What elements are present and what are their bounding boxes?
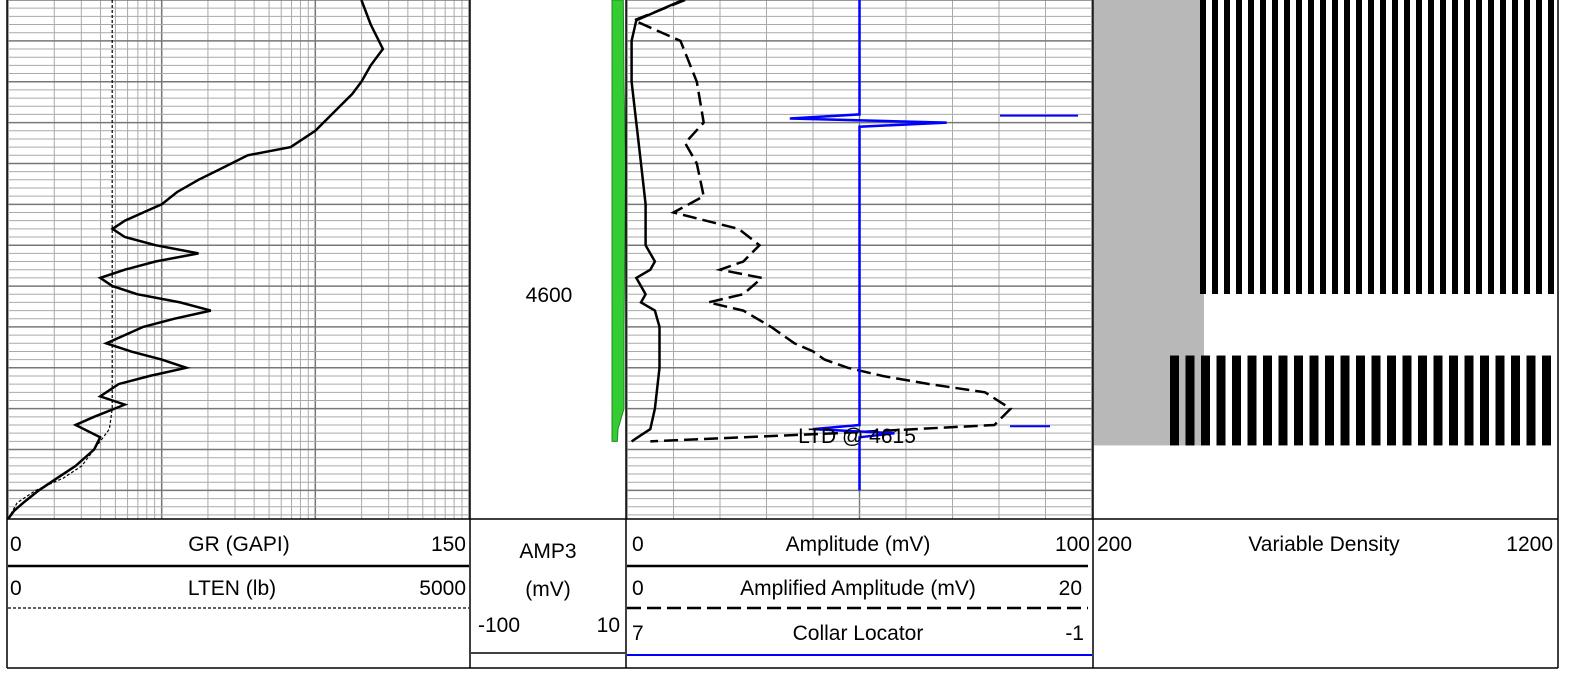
gr-curve [6, 0, 385, 520]
vdl-stripe [1212, 0, 1218, 294]
amplified-amplitude-min: 0 [632, 577, 644, 600]
vdl-stripe [1404, 0, 1410, 294]
vdl-stripe [1464, 0, 1470, 294]
gr-name: GR (GAPI) [188, 533, 290, 556]
vdl-stripe [1449, 355, 1458, 446]
collar-locator-curve [789, 0, 947, 491]
vdl-stripe [1402, 355, 1412, 446]
amplitude-name: Amplitude (mV) [786, 533, 931, 556]
vdl-stripe [1480, 355, 1489, 446]
vdl-stripe [1476, 0, 1482, 294]
vdl-stripe [1440, 0, 1446, 294]
lten-curve [7, 0, 113, 520]
amp3-max: 10 [597, 614, 620, 637]
vdl-stripe [1526, 355, 1536, 446]
collar-locator-min: 7 [632, 622, 644, 645]
vdl-stripe [1232, 355, 1241, 446]
vdl-stripe [1284, 0, 1290, 294]
vdl-stripe [1416, 0, 1422, 294]
vdl-stripe [1294, 355, 1303, 446]
vdl-stripe [1309, 355, 1319, 446]
collar-locator-max: -1 [1065, 622, 1084, 645]
vdl-stripe [1536, 0, 1542, 294]
vdl-stripe [1325, 355, 1334, 446]
vdl-stripe [1201, 355, 1210, 446]
ltd-annotation: LTD @ 4615 [798, 425, 916, 448]
vdl-stripe [1320, 0, 1326, 294]
amplitude-curve [630, 0, 684, 443]
vdl-stripe [1278, 355, 1288, 446]
vdl-stripe [1344, 0, 1350, 294]
vdl-stripe [1185, 355, 1195, 446]
vdl-stripe [1495, 355, 1505, 446]
vdl-stripe [1224, 0, 1230, 294]
depth-label: 4600 [526, 284, 573, 307]
vdl-min: 200 [1097, 533, 1132, 556]
lten-max: 5000 [419, 577, 466, 600]
vdl-stripe [1272, 0, 1278, 294]
vdl-stripe [1524, 0, 1530, 294]
vdl-stripe [1452, 0, 1458, 294]
collar-locator-name: Collar Locator [793, 622, 924, 645]
vdl-stripe [1356, 355, 1365, 446]
amplified-amplitude-name: Amplified Amplitude (mV) [740, 577, 976, 600]
amp3-min: -100 [478, 614, 520, 637]
vdl-max: 1200 [1506, 533, 1553, 556]
lten-name: LTEN (lb) [188, 577, 276, 600]
vdl-stripe [1260, 0, 1266, 294]
vdl-stripe [1433, 355, 1443, 446]
log-frame [6, 0, 1559, 669]
vdl-stripe [1512, 0, 1518, 294]
amplified-amplitude-curve [630, 0, 1013, 443]
vdl-stripe [1308, 0, 1314, 294]
vdl-stripe [1356, 0, 1362, 294]
amplitude-max: 100 [1055, 533, 1090, 556]
gr-max: 150 [431, 533, 466, 556]
vdl-stripe [1236, 0, 1242, 294]
vdl-stripe [1368, 0, 1374, 294]
vdl-stripe [1511, 355, 1520, 446]
amp3-name-line1: AMP3 [519, 540, 576, 563]
vdl-stripe [1340, 355, 1350, 446]
amp3-curve [611, 0, 627, 442]
vdl-stripe [1418, 355, 1427, 446]
variable-density-image [1094, 0, 1554, 446]
vdl-stripe [1488, 0, 1494, 294]
vdl-stripe [1428, 0, 1434, 294]
vdl-stripe [1464, 355, 1474, 446]
vdl-stripe [1263, 355, 1272, 446]
vdl-stripe [1200, 0, 1206, 294]
vdl-stripe [1332, 0, 1338, 294]
vdl-stripe [1380, 0, 1386, 294]
vdl-stripe [1248, 0, 1254, 294]
track-headers: 0 GR (GAPI) 150 0 LTEN (lb) 5000 AMP3 (m… [8, 533, 1553, 656]
vdl-stripe [1296, 0, 1302, 294]
log-curves [6, 0, 1078, 520]
vdl-stripe [1548, 0, 1554, 294]
amplified-amplitude-max: 20 [1059, 577, 1082, 600]
vdl-stripe [1371, 355, 1381, 446]
vdl-name: Variable Density [1248, 533, 1400, 556]
lten-min: 0 [10, 577, 22, 600]
amp3-name-line2: (mV) [525, 578, 571, 601]
vdl-stripe [1247, 355, 1257, 446]
vdl-stripe [1500, 0, 1506, 294]
vdl-stripe [1216, 355, 1226, 446]
gr-min: 0 [10, 533, 22, 556]
amplitude-min: 0 [632, 533, 644, 556]
vdl-stripe [1542, 355, 1551, 446]
vdl-stripe [1392, 0, 1398, 294]
vdl-stripe [1170, 355, 1179, 446]
vdl-stripe [1387, 355, 1396, 446]
